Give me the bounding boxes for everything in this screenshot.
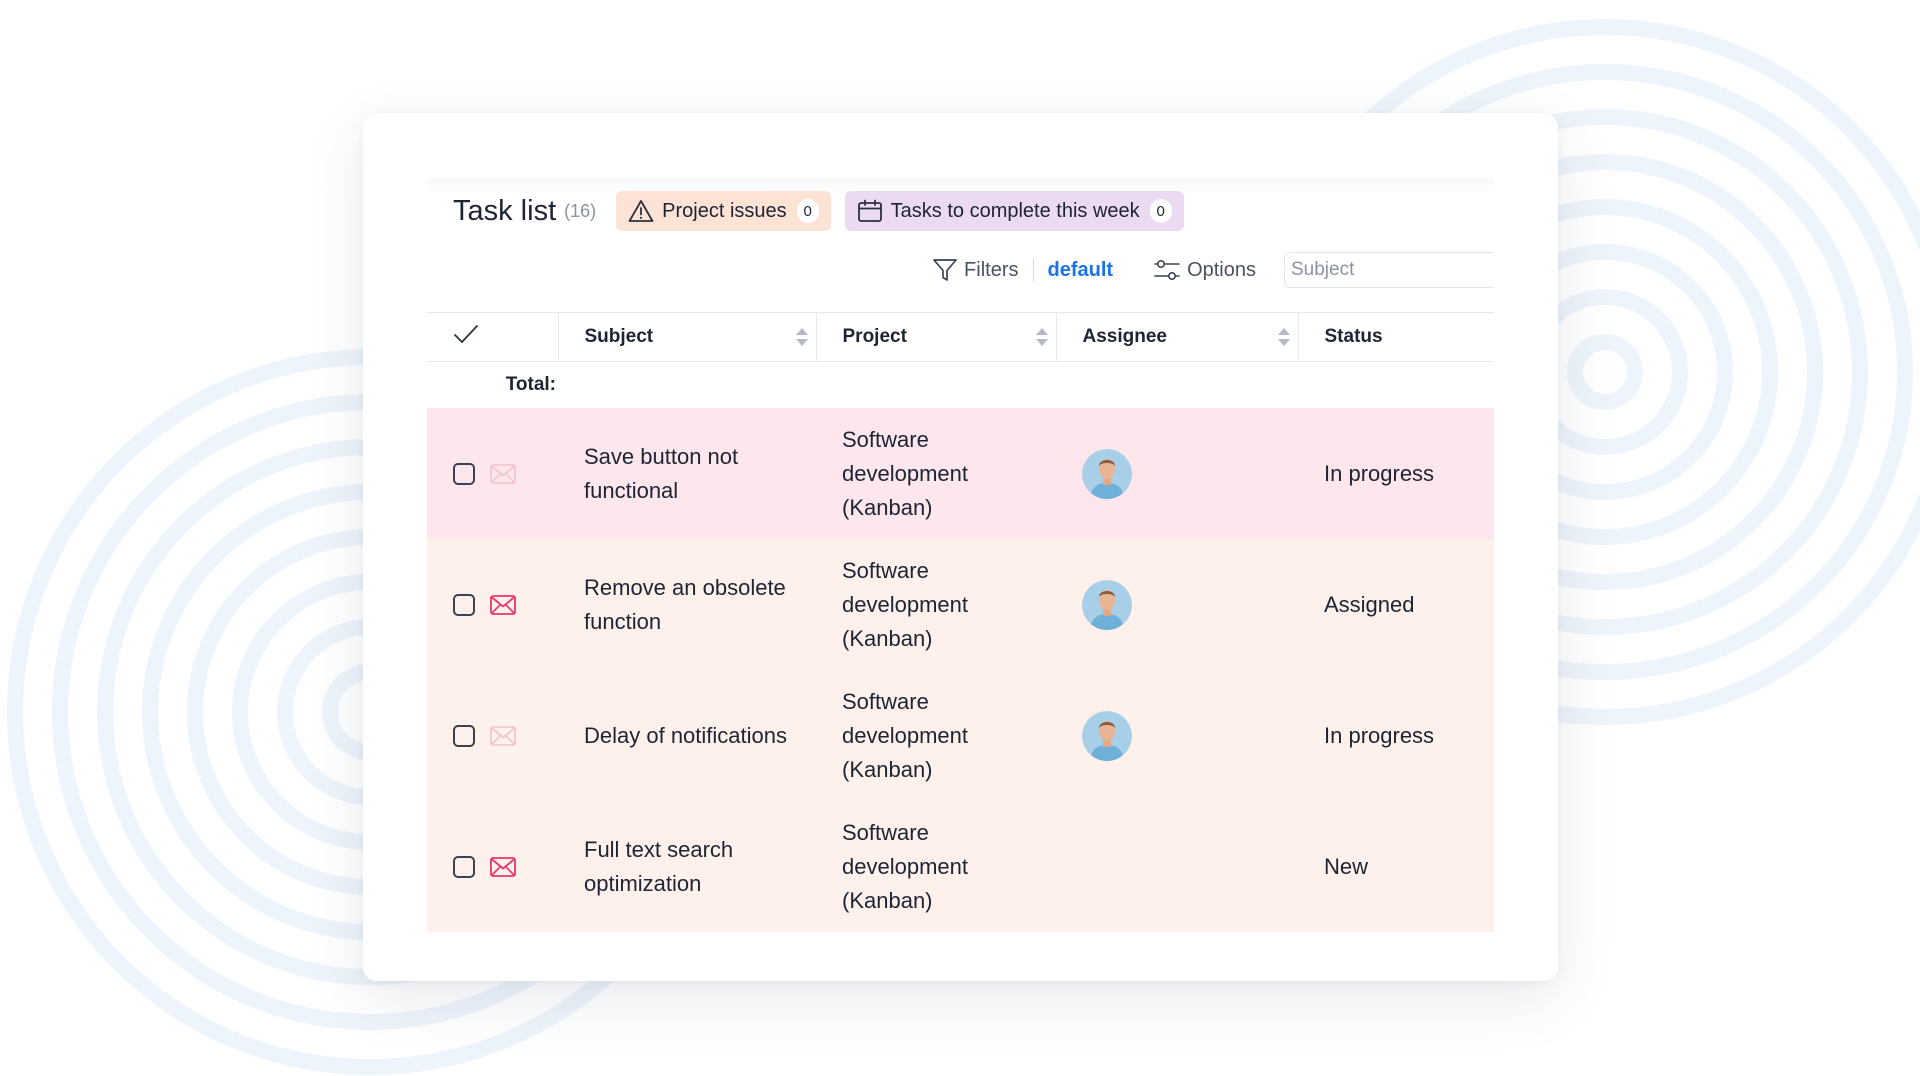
task-subject[interactable]: Save button not functional [558, 408, 816, 539]
mail-icon[interactable] [489, 463, 517, 485]
project-issues-count: 0 [796, 199, 819, 223]
task-status[interactable]: In progress [1298, 670, 1494, 801]
row-checkbox[interactable] [453, 462, 475, 485]
total-row: Total: [427, 362, 1494, 409]
column-header-label: Assignee [1082, 326, 1167, 347]
task-subject[interactable]: Full text search optimization [558, 801, 816, 932]
task-project[interactable]: Software development (Kanban) [816, 670, 1056, 801]
table-row[interactable]: Save button not functional Software deve… [427, 408, 1494, 539]
row-checkbox[interactable] [453, 593, 475, 616]
default-filter-link[interactable]: default [1047, 258, 1114, 281]
row-select-cell [427, 539, 558, 670]
table-row[interactable]: Full text search optimization Software d… [427, 801, 1494, 932]
task-list-header: Task list (16) Project issues 0 [427, 178, 1494, 312]
avatar[interactable] [1082, 448, 1132, 499]
mail-icon[interactable] [489, 594, 517, 616]
task-assignee-cell [1056, 408, 1298, 539]
task-count: (16) [564, 200, 597, 221]
task-status[interactable]: Assigned [1298, 539, 1494, 670]
sort-icon[interactable] [1034, 326, 1050, 348]
task-assignee-cell [1056, 670, 1298, 801]
avatar[interactable] [1082, 579, 1132, 630]
page-title: Task list [453, 194, 557, 227]
task-subject[interactable]: Remove an obsolete function [558, 539, 816, 670]
task-list-card: Task list (16) Project issues 0 [363, 113, 1558, 981]
task-subject[interactable]: Delay of notifications [558, 670, 816, 801]
column-header-project[interactable]: Project [815, 312, 1056, 362]
row-select-cell [427, 801, 558, 932]
project-issues-filter-button[interactable]: Project issues 0 [616, 191, 831, 231]
task-project[interactable]: Software development (Kanban) [816, 408, 1056, 539]
title-row: Task list (16) Project issues 0 [453, 190, 1198, 232]
column-header-label: Status [1324, 326, 1383, 347]
checkmark-icon [454, 325, 478, 343]
options-label: Options [1187, 258, 1256, 281]
sliders-icon [1154, 259, 1180, 281]
task-assignee-cell [1056, 539, 1298, 670]
warning-triangle-icon [628, 200, 654, 222]
column-header-subject[interactable]: Subject [557, 312, 816, 362]
task-assignee-cell [1056, 801, 1298, 932]
total-label: Total: [505, 374, 556, 395]
options-button[interactable]: Options [1153, 257, 1256, 283]
table-header-row: Subject Project Assi [427, 312, 1494, 362]
table-row[interactable]: Remove an obsolete function Software dev… [427, 539, 1494, 670]
task-project[interactable]: Software development (Kanban) [816, 801, 1056, 932]
calendar-icon [857, 199, 882, 222]
mail-icon[interactable] [489, 856, 517, 878]
funnel-icon [933, 259, 957, 281]
sort-icon[interactable] [794, 326, 810, 348]
sort-icon[interactable] [1276, 326, 1292, 348]
filters-label: Filters [964, 258, 1019, 281]
task-status[interactable]: New [1298, 801, 1494, 932]
toolbar: Filters default Options [427, 250, 1494, 290]
task-table: Subject Project Assi [427, 312, 1494, 932]
row-checkbox[interactable] [453, 855, 475, 878]
column-header-label: Subject [584, 326, 654, 347]
task-status[interactable]: In progress [1298, 408, 1494, 539]
column-header-label: Project [842, 326, 907, 347]
avatar[interactable] [1082, 710, 1132, 761]
row-checkbox[interactable] [453, 724, 475, 747]
tasks-this-week-label: Tasks to complete this week [890, 199, 1140, 222]
tasks-this-week-filter-button[interactable]: Tasks to complete this week 0 [844, 191, 1184, 231]
table-row[interactable]: Delay of notifications Software developm… [427, 670, 1494, 801]
subject-search-input[interactable] [1284, 252, 1494, 288]
mail-icon[interactable] [489, 725, 517, 747]
task-list-panel: Task list (16) Project issues 0 [427, 178, 1494, 932]
column-header-status[interactable]: Status [1297, 312, 1494, 362]
project-issues-label: Project issues [662, 199, 787, 222]
row-select-cell [427, 670, 558, 801]
filters-button[interactable]: Filters [932, 257, 1019, 283]
tasks-this-week-count: 0 [1149, 199, 1172, 223]
row-select-cell [427, 408, 558, 539]
column-header-assignee[interactable]: Assignee [1055, 312, 1298, 362]
select-all-header[interactable] [427, 312, 558, 362]
toolbar-divider [1032, 258, 1034, 282]
task-project[interactable]: Software development (Kanban) [816, 539, 1056, 670]
